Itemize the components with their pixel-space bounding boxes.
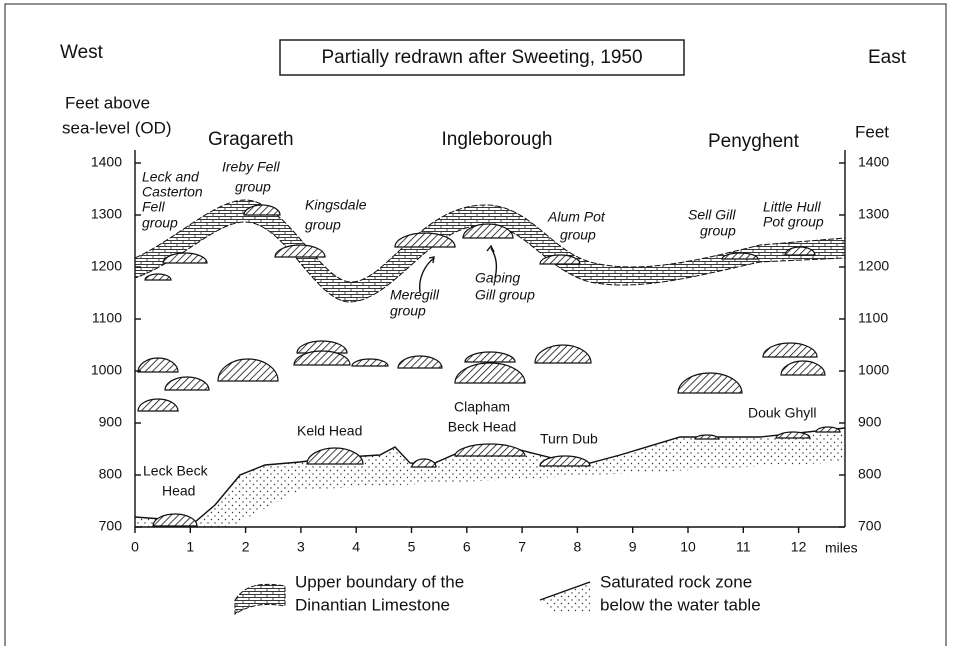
x-tick-label: 11 [736, 539, 751, 555]
cave-dome [138, 358, 178, 372]
saturated-zone [135, 428, 845, 527]
cave-dome [781, 361, 825, 375]
peak-label: Ingleborough [442, 129, 553, 150]
cave-dome [455, 444, 525, 456]
legend-limestone [235, 584, 285, 614]
x-tick-label: 7 [518, 539, 526, 555]
cave-group-label: Gill group [475, 287, 535, 303]
cave-group-label: Casterton [142, 184, 203, 200]
x-tick-label: 1 [186, 539, 194, 555]
cave-dome [145, 274, 171, 280]
x-tick-label: 2 [242, 539, 250, 555]
x-tick-label: 3 [297, 539, 305, 555]
y2-tick-label: 900 [858, 414, 882, 430]
spring-label: Beck Head [448, 419, 516, 435]
x-tick-label: 6 [463, 539, 471, 555]
cave-dome [153, 514, 197, 526]
y-tick-label: 1200 [91, 258, 122, 274]
x-tick-label: 12 [791, 539, 807, 555]
cave-group-label: Fell [142, 199, 165, 215]
cave-dome [695, 435, 719, 439]
cave-dome [465, 352, 515, 362]
legend-label: Upper boundary of the [295, 572, 464, 591]
cave-dome [165, 377, 209, 390]
x-tick-label: 0 [131, 539, 139, 555]
cave-group-label: Kingsdale [305, 197, 367, 213]
axis-title: Feet above [65, 93, 150, 112]
y2-tick-label: 800 [858, 466, 882, 482]
cave-dome [307, 448, 363, 464]
cave-group-label: group [560, 227, 596, 243]
title: Partially redrawn after Sweeting, 1950 [321, 47, 642, 68]
cave-dome [763, 343, 817, 357]
y-tick-label: 700 [99, 518, 123, 534]
x-tick-label: 10 [680, 539, 696, 555]
y2-tick-label: 1100 [858, 310, 888, 326]
axis-title: sea-level (OD) [62, 118, 172, 137]
cave-dome [678, 373, 742, 393]
cave-dome [218, 359, 278, 381]
y2-tick-label: 1200 [858, 258, 889, 274]
cave-group-label: Alum Pot [547, 209, 606, 225]
y2-tick-label: 1000 [858, 362, 889, 378]
cave-dome [275, 245, 325, 257]
west-label: West [60, 42, 104, 63]
cave-dome [455, 363, 525, 383]
y-tick-label: 1100 [92, 310, 122, 326]
cave-group-label: group [700, 223, 736, 239]
cave-dome [398, 356, 442, 368]
cave-dome [352, 359, 388, 366]
y-tick-label: 900 [99, 414, 123, 430]
legend-label: Saturated rock zone [600, 572, 752, 591]
cave-group-label: group [305, 217, 341, 233]
spring-label: Keld Head [297, 423, 362, 439]
y-tick-label: 800 [99, 466, 123, 482]
cave-group-label: Gaping [475, 270, 520, 286]
cave-group-label: Meregill [390, 287, 440, 303]
x-tick-label: 5 [408, 539, 416, 555]
cave-dome [535, 345, 591, 363]
cave-group-label: Ireby Fell [222, 159, 280, 175]
spring-label: Turn Dub [540, 431, 598, 447]
legend-label: Dinantian Limestone [295, 595, 450, 614]
peak-label: Gragareth [208, 129, 294, 150]
y-tick-label: 1000 [91, 362, 122, 378]
spring-label: Head [162, 483, 195, 499]
cave-group-label: Sell Gill [688, 207, 736, 223]
cave-group-label: Pot group [763, 214, 824, 230]
peak-label: Penyghent [708, 131, 800, 152]
y-tick-label: 1400 [91, 154, 122, 170]
spring-label: Douk Ghyll [748, 405, 816, 421]
y2-tick-label: 700 [858, 518, 882, 534]
cave-group-label: group [235, 179, 271, 195]
x-tick-label: 8 [574, 539, 582, 555]
east-label: East [868, 47, 907, 68]
axis-title: Feet [855, 122, 889, 141]
figure: West Partially redrawn after Sweeting, 19… [0, 0, 955, 646]
cave-dome [816, 427, 840, 432]
spring-label: Clapham [454, 399, 510, 415]
x-unit: miles [825, 540, 858, 556]
legend-label: below the water table [600, 595, 761, 614]
cave-group-label: group [142, 215, 178, 231]
x-tick-label: 9 [629, 539, 637, 555]
spring-label: Leck Beck [143, 463, 209, 479]
cave-dome [412, 459, 436, 467]
cave-group-label: group [390, 303, 426, 319]
y2-tick-label: 1400 [858, 154, 889, 170]
y-tick-label: 1300 [91, 206, 122, 222]
x-tick-label: 4 [352, 539, 360, 555]
cave-group-label: Little Hull [763, 199, 821, 215]
y2-tick-label: 1300 [858, 206, 889, 222]
cave-group-label: Leck and [142, 169, 200, 185]
cave-dome [138, 399, 178, 411]
